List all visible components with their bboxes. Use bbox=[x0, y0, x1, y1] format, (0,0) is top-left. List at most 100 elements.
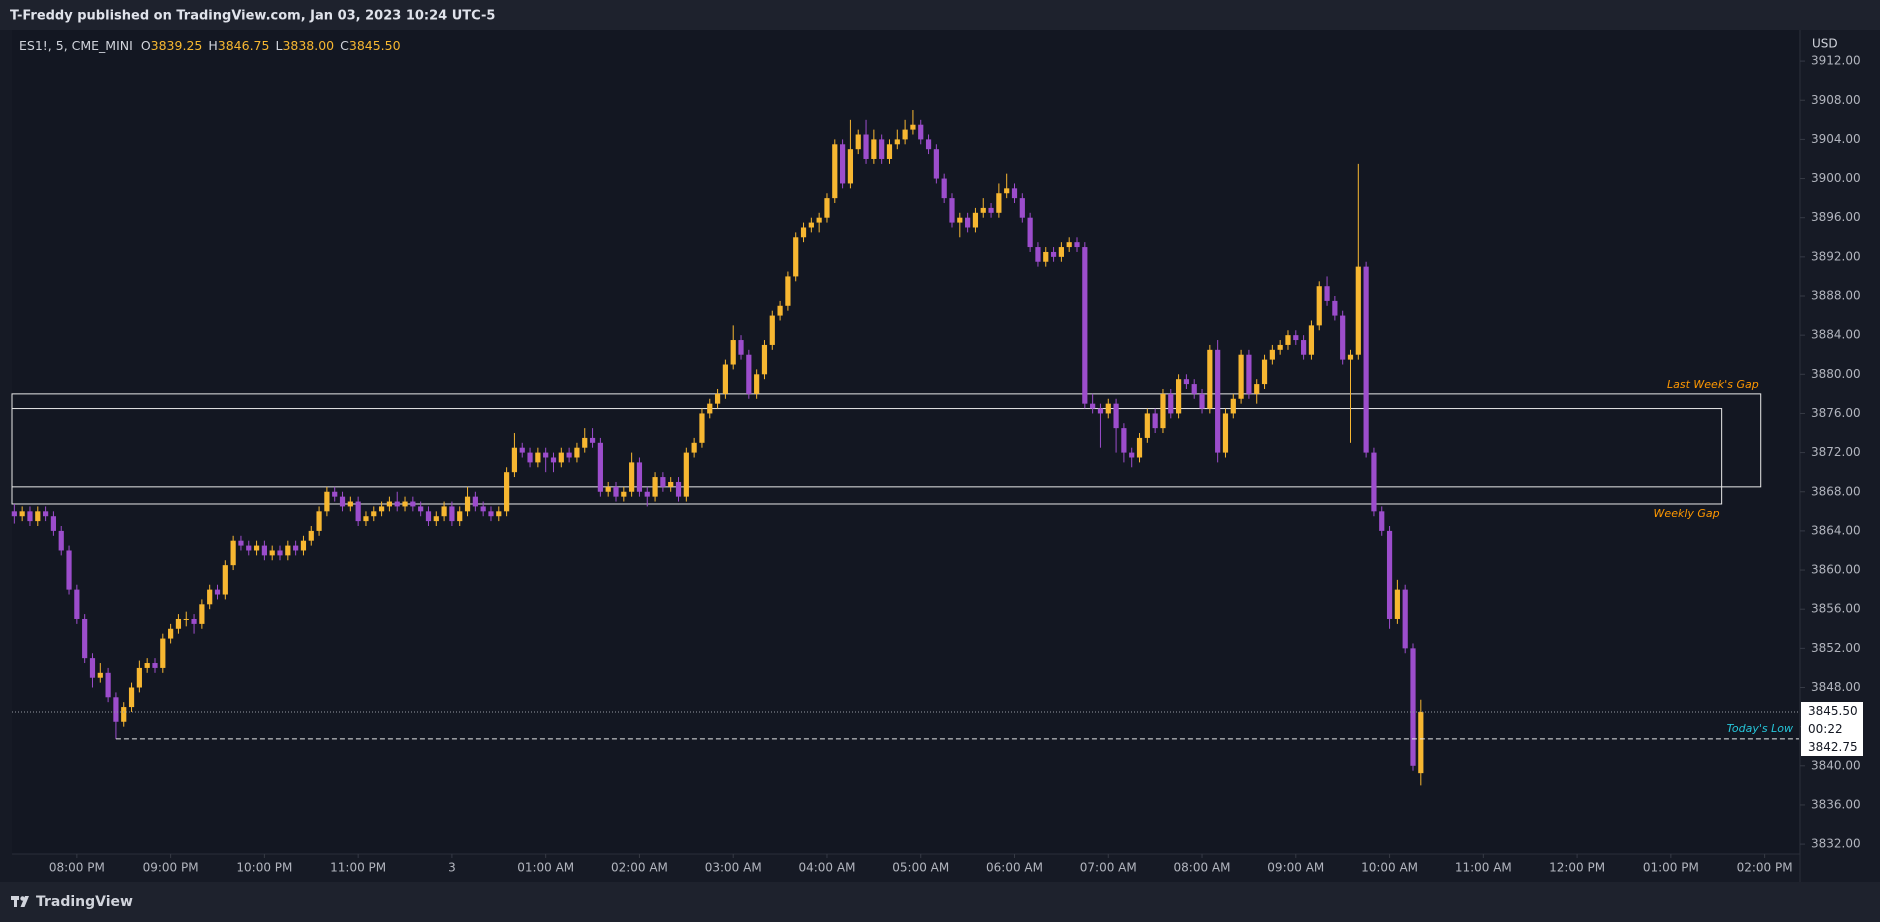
candle-body bbox=[363, 516, 369, 522]
y-tick-label: 3900.00 bbox=[1811, 171, 1861, 185]
plot-area bbox=[12, 30, 1799, 854]
candle-body bbox=[714, 393, 721, 404]
candle-body bbox=[464, 496, 471, 512]
x-tick-label: 06:00 AM bbox=[986, 861, 1043, 875]
candle-body bbox=[1160, 393, 1166, 429]
candle-body bbox=[300, 540, 307, 551]
candle-body bbox=[1332, 300, 1338, 316]
candle-body bbox=[597, 442, 603, 492]
header-bar bbox=[0, 0, 1880, 30]
candle-body bbox=[558, 452, 564, 463]
candle-body bbox=[566, 452, 572, 458]
candle-body bbox=[1144, 413, 1150, 438]
candle-body bbox=[832, 144, 838, 199]
y-tick-label: 3884.00 bbox=[1811, 328, 1861, 342]
x-tick-label: 02:00 PM bbox=[1737, 861, 1793, 875]
x-tick-label: 05:00 AM bbox=[892, 861, 949, 875]
candle-body bbox=[879, 139, 885, 159]
candle-body bbox=[644, 491, 650, 497]
candle-body bbox=[511, 447, 518, 473]
candle-body bbox=[191, 618, 197, 624]
candle-body bbox=[769, 315, 775, 345]
candle-body bbox=[1371, 452, 1377, 512]
candle-body bbox=[1238, 354, 1244, 399]
candle-body bbox=[1121, 428, 1127, 453]
candle-body bbox=[113, 697, 119, 722]
candle-body bbox=[42, 511, 49, 517]
candle-body bbox=[66, 550, 72, 590]
last-price-box bbox=[1801, 702, 1863, 720]
brand-logo bbox=[11, 896, 29, 907]
candle-body bbox=[488, 511, 494, 517]
x-tick-label: 10:00 AM bbox=[1361, 861, 1418, 875]
candle-body bbox=[816, 217, 822, 223]
y-tick-label: 3852.00 bbox=[1811, 641, 1861, 655]
x-tick-label: 08:00 PM bbox=[49, 861, 105, 875]
logo-stem bbox=[14, 896, 17, 907]
candle-body bbox=[35, 511, 41, 522]
candle-body bbox=[19, 511, 25, 517]
candle-body bbox=[316, 511, 322, 531]
candle-body bbox=[886, 144, 893, 159]
candle-body bbox=[574, 447, 580, 458]
candle-body bbox=[222, 565, 228, 595]
y-tick-label: 3856.00 bbox=[1811, 602, 1861, 616]
candle-body bbox=[293, 545, 299, 551]
y-tick-label: 3836.00 bbox=[1811, 797, 1861, 811]
candle-body bbox=[160, 638, 166, 668]
y-tick-label: 3872.00 bbox=[1811, 445, 1861, 459]
candle-body bbox=[402, 501, 408, 507]
candle-body bbox=[777, 305, 783, 316]
candle-body bbox=[988, 207, 994, 213]
x-tick-label: 10:00 PM bbox=[236, 861, 292, 875]
candle-body bbox=[1027, 217, 1033, 248]
candle-body bbox=[519, 447, 525, 453]
candle-body bbox=[660, 477, 666, 487]
candle-body bbox=[332, 491, 338, 497]
candle-body bbox=[847, 149, 854, 184]
candle-body bbox=[1074, 242, 1080, 248]
x-tick-label: 01:00 PM bbox=[1643, 861, 1699, 875]
candle-body bbox=[761, 344, 768, 375]
candle-body bbox=[261, 545, 267, 556]
candle-body bbox=[527, 452, 533, 463]
gap-box bbox=[11, 408, 1723, 505]
candle-body bbox=[738, 340, 744, 355]
candle-body bbox=[925, 139, 932, 150]
candle-body bbox=[1379, 511, 1385, 531]
y-tick-label: 3860.00 bbox=[1811, 563, 1861, 577]
candle-body bbox=[535, 452, 541, 463]
currency: USD bbox=[1812, 37, 1838, 51]
x-tick-label: 09:00 AM bbox=[1267, 861, 1324, 875]
candle-body bbox=[1355, 266, 1361, 355]
candle-body bbox=[441, 506, 447, 517]
candle-body bbox=[1152, 413, 1158, 429]
y-tick-label: 3840.00 bbox=[1811, 758, 1861, 772]
candle-body bbox=[582, 437, 588, 448]
candle-body bbox=[636, 462, 643, 492]
candle-body bbox=[214, 589, 221, 595]
candle-body bbox=[355, 501, 361, 522]
candle-body bbox=[371, 511, 377, 517]
candle-body bbox=[1113, 403, 1119, 429]
candle-body bbox=[168, 628, 174, 639]
candle-body bbox=[1183, 379, 1190, 385]
candle-body bbox=[543, 452, 549, 458]
y-tick-label: 3892.00 bbox=[1811, 249, 1861, 263]
y-tick-label: 3880.00 bbox=[1811, 367, 1861, 381]
ohlc-letter: L bbox=[275, 38, 282, 53]
candle-body bbox=[1261, 359, 1268, 385]
ohlc-letter: O bbox=[141, 38, 151, 53]
candle-body bbox=[668, 481, 674, 487]
x-tick-label: 12:00 PM bbox=[1549, 861, 1605, 875]
candle-body bbox=[418, 506, 424, 512]
candle-body bbox=[1050, 251, 1057, 257]
candle-body bbox=[1386, 530, 1393, 619]
candle-body bbox=[1105, 403, 1111, 414]
candle-body bbox=[339, 496, 346, 507]
x-tick-label: 11:00 AM bbox=[1455, 861, 1512, 875]
candle-body bbox=[1230, 398, 1236, 414]
ohlc-letter: H bbox=[208, 38, 217, 53]
candle-body bbox=[824, 198, 830, 218]
candle-body bbox=[1347, 354, 1354, 360]
